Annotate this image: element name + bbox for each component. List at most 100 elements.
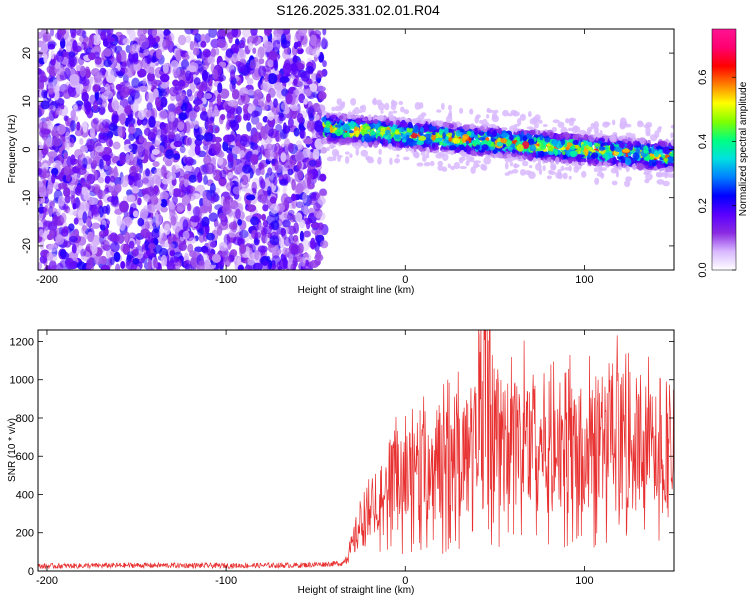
heatmap-cell — [637, 120, 643, 125]
heatmap-cell — [91, 159, 98, 169]
heatmap-cell — [438, 128, 443, 136]
heatmap-cell — [395, 119, 400, 126]
heatmap-cell — [241, 174, 249, 186]
heatmap-cell — [305, 66, 315, 74]
heatmap-cell — [42, 32, 52, 42]
heatmap-cell — [526, 126, 534, 130]
heatmap-cell — [219, 264, 224, 270]
heatmap-cell — [573, 165, 580, 173]
heatmap-cell — [258, 222, 263, 232]
heatmap-cell — [105, 68, 115, 81]
heatmap-cell — [450, 150, 455, 156]
heatmap-cell — [152, 29, 157, 38]
heatmap-cell — [204, 33, 211, 44]
heatmap-cell — [63, 115, 68, 122]
heatmap-cell — [270, 220, 280, 231]
heatmap-cell — [52, 78, 60, 89]
heatmap-cell — [518, 155, 522, 159]
heatmap-cell — [500, 137, 507, 144]
heatmap-cell — [241, 93, 250, 105]
heatmap-cell — [100, 171, 107, 178]
heatmap-cell — [206, 232, 215, 241]
heatmap-cell — [173, 140, 183, 148]
heatmap-cell — [535, 162, 542, 171]
heatmap-cell — [296, 161, 302, 170]
heatmap-cell — [285, 92, 293, 105]
heatmap-cell — [147, 259, 152, 270]
heatmap-cell — [445, 136, 449, 141]
heatmap-cell — [394, 131, 400, 135]
heatmap-cell — [597, 140, 603, 144]
heatmap-cell — [367, 158, 375, 164]
heatmap-cell — [190, 256, 199, 268]
heatmap-cell — [377, 156, 382, 165]
heatmap-cell — [204, 259, 211, 269]
heatmap-cell — [670, 138, 674, 147]
heatmap-cell — [217, 38, 227, 48]
heatmap-cell — [57, 50, 64, 57]
colorbar: 0.00.20.40.6 Normalized spectral amplitu… — [697, 28, 749, 278]
heatmap-cell — [242, 164, 252, 174]
heatmap-cell — [288, 234, 294, 245]
heatmap-cell — [328, 137, 337, 142]
colorbar-tick-label: 0.2 — [697, 198, 709, 213]
heatmap-cell — [265, 143, 274, 151]
heatmap-cell — [656, 162, 661, 170]
heatmap-cell — [322, 60, 327, 68]
heatmap-cell — [155, 35, 160, 43]
heatmap-cell — [235, 208, 241, 220]
heatmap-cell — [596, 172, 604, 177]
heatmap-cell — [400, 106, 405, 113]
heatmap-cell — [253, 98, 259, 107]
heatmap-cell — [239, 150, 246, 158]
heatmap-cell — [113, 251, 121, 262]
heatmap-cell — [93, 254, 103, 266]
heatmap-cell — [139, 85, 148, 93]
heatmap-cell — [155, 48, 163, 60]
heatmap-cell — [80, 201, 90, 213]
heatmap-cell — [215, 47, 220, 56]
heatmap-cell — [407, 121, 413, 129]
heatmap-cell — [132, 57, 139, 65]
heatmap-cell — [211, 68, 218, 80]
heatmap-cell — [128, 132, 135, 142]
heatmap-cell — [72, 203, 77, 210]
heatmap-cell — [204, 162, 215, 175]
heatmap-cell — [227, 171, 234, 179]
heatmap-cell — [219, 169, 227, 180]
heatmap-cell — [207, 56, 216, 64]
heatmap-cell — [145, 168, 150, 177]
heatmap-cell — [319, 173, 327, 182]
heatmap-cell — [52, 181, 60, 190]
y-tick-label: 10 — [21, 95, 33, 107]
heatmap-cell — [291, 193, 297, 202]
heatmap-cell — [261, 194, 267, 205]
heatmap-cell — [337, 155, 341, 162]
heatmap-cell — [218, 176, 227, 187]
heatmap-cell — [273, 82, 283, 91]
heatmap-cell — [163, 29, 171, 37]
heatmap-cell — [232, 236, 243, 246]
heatmap-cell — [51, 207, 58, 215]
heatmap-cell — [322, 138, 327, 145]
heatmap-cell — [443, 146, 448, 151]
heatmap-cell — [537, 151, 542, 156]
heatmap-cell — [140, 228, 151, 239]
heatmap-cell — [344, 151, 350, 155]
heatmap-cell — [378, 114, 385, 122]
heatmap-cell — [63, 152, 68, 160]
heatmap-cell — [239, 229, 249, 239]
heatmap-cell — [303, 230, 311, 238]
heatmap-cell — [81, 186, 88, 195]
heatmap-cell — [172, 66, 181, 77]
heatmap-cell — [43, 196, 49, 204]
heatmap-cell — [298, 93, 306, 104]
heatmap-cell — [293, 41, 299, 50]
heatmap-cell — [95, 145, 105, 153]
heatmap-cell — [231, 53, 239, 63]
x-tick-label: -100 — [215, 274, 237, 286]
heatmap-cell — [38, 203, 44, 215]
heatmap-cell — [600, 167, 607, 171]
heatmap-cell — [80, 248, 86, 257]
